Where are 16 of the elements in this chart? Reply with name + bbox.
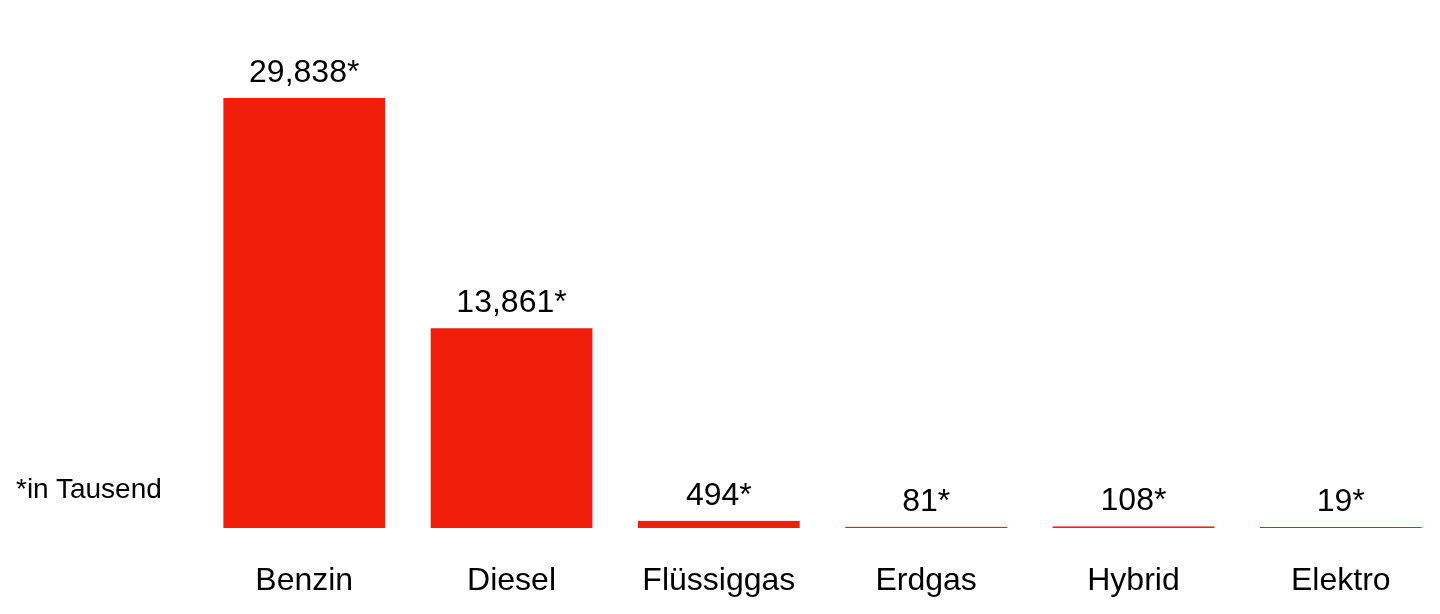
x-tick-label: Benzin	[255, 561, 354, 597]
text: *in Tausend	[16, 473, 162, 504]
x-tick-label: Flüssiggas	[642, 561, 796, 597]
x-tick-label: Elektro	[1290, 561, 1391, 597]
x-tick-label: Diesel	[467, 561, 556, 597]
bar	[223, 98, 386, 528]
data-label: 81*	[902, 481, 951, 518]
data-label: 13,861*	[456, 283, 567, 320]
data-label: 494*	[685, 475, 752, 512]
x-tick-label: Erdgas	[875, 561, 977, 597]
bar	[430, 328, 593, 528]
data-label: 108*	[1100, 481, 1167, 518]
bar	[637, 520, 800, 528]
data-label: 29,838*	[249, 53, 360, 89]
data-label: 19*	[1316, 482, 1365, 518]
x-tick-label: Hybrid	[1087, 561, 1180, 597]
